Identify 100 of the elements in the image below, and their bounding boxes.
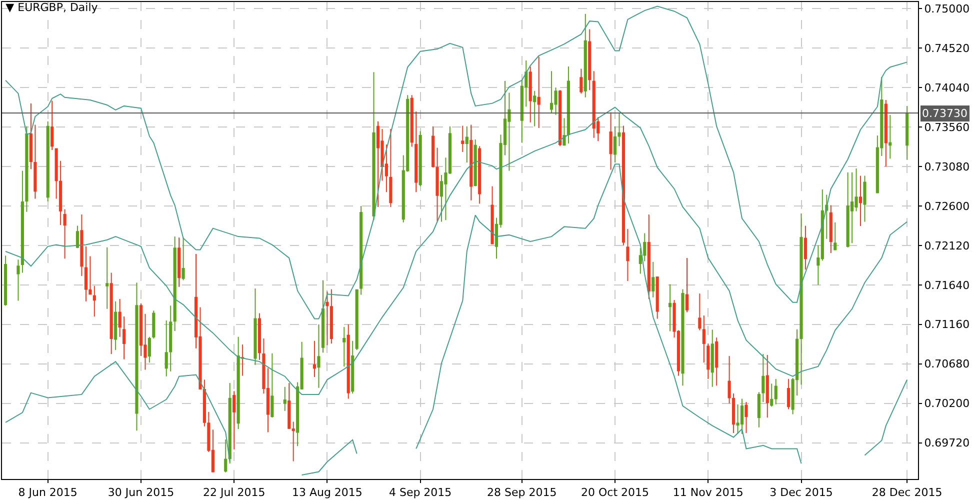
candlestick — [414, 111, 418, 193]
candlestick — [50, 100, 54, 151]
x-tick-label: 8 Jun 2015 — [18, 486, 78, 500]
candlestick — [850, 172, 854, 244]
candlestick — [550, 70, 554, 114]
candlestick — [740, 398, 744, 434]
candlestick — [884, 100, 888, 167]
candlestick — [825, 194, 828, 240]
y-tick-label: 0.70680 — [924, 358, 970, 371]
candlestick — [326, 290, 329, 346]
candlestick — [418, 130, 422, 187]
ref-line-label: 0.73730 — [922, 107, 968, 120]
candlestick — [478, 146, 482, 204]
y-tick-label: 0.74040 — [924, 81, 970, 94]
x-tick-label: 11 Nov 2015 — [672, 486, 744, 500]
candlestick — [846, 172, 850, 248]
candlestick — [228, 382, 232, 464]
candlestick — [618, 112, 621, 147]
candlestick — [232, 390, 236, 450]
chart-title: ▼ EURGBP, Daily — [6, 1, 98, 14]
candlestick — [25, 126, 28, 212]
candlestick — [562, 118, 566, 146]
candlestick — [774, 378, 778, 405]
x-tick-label: 28 Dec 2015 — [872, 486, 942, 500]
candlestick — [656, 276, 659, 320]
candlestick — [787, 378, 790, 410]
candlestick — [360, 205, 363, 296]
candlestick — [888, 114, 892, 160]
candlestick — [436, 147, 439, 222]
candlestick — [834, 222, 837, 250]
candlestick — [558, 90, 562, 147]
candlestick — [355, 288, 358, 351]
candlestick — [270, 352, 274, 418]
candlestick — [106, 246, 109, 310]
candlestick — [372, 72, 376, 221]
candlestick — [685, 257, 689, 313]
y-tick-label: 0.73080 — [924, 160, 970, 174]
candlestick — [474, 139, 477, 187]
candlestick — [622, 125, 626, 246]
candlestick — [80, 214, 84, 277]
y-tick-label: 0.75000 — [924, 2, 970, 16]
candlestick — [533, 90, 536, 127]
candlestick — [118, 298, 122, 338]
candlestick — [389, 128, 392, 208]
candlestick — [528, 66, 532, 123]
candlestick — [20, 170, 24, 274]
candlestick — [668, 284, 672, 332]
candlestick — [110, 272, 113, 354]
x-tick-label: 22 Jul 2015 — [202, 486, 266, 500]
y-tick-label: 0.73560 — [924, 120, 970, 134]
candlestick — [317, 324, 320, 388]
y-tick-label: 0.72600 — [924, 200, 970, 213]
candlestick — [76, 225, 80, 249]
candlestick — [431, 126, 435, 168]
candlestick — [715, 337, 718, 386]
candlestick — [626, 228, 630, 282]
candlestick — [182, 237, 185, 281]
x-tick-label: 20 Oct 2015 — [581, 486, 650, 500]
candlestick — [376, 120, 380, 208]
candlestick — [470, 124, 473, 201]
candlestick — [710, 329, 714, 388]
candlestick — [465, 126, 468, 164]
candlestick — [410, 94, 414, 148]
candlestick — [178, 237, 181, 288]
candlestick — [88, 256, 92, 295]
candlestick — [122, 316, 126, 360]
candlestick — [647, 214, 650, 300]
candlestick — [173, 236, 176, 332]
candlestick — [566, 66, 570, 144]
y-tick-label: 0.69720 — [924, 436, 970, 450]
candlestick — [537, 56, 540, 128]
candlestick — [236, 336, 240, 430]
candlestick — [580, 68, 583, 94]
candlestick — [84, 246, 88, 302]
candlestick — [254, 288, 257, 366]
candlestick — [702, 315, 706, 364]
candlestick — [16, 259, 20, 302]
candlestick — [63, 208, 66, 260]
candlestick — [829, 204, 832, 254]
x-tick-label: 13 Aug 2015 — [292, 486, 362, 500]
candlestick — [169, 305, 172, 372]
x-tick-label: 4 Sep 2015 — [388, 486, 452, 500]
candlestick — [770, 383, 774, 408]
candlestick — [681, 288, 684, 386]
candlestick — [592, 70, 596, 138]
candlestick — [54, 148, 58, 200]
candlestick — [906, 105, 909, 160]
candlestick — [29, 102, 32, 170]
candlestick — [613, 126, 617, 164]
candlestick — [588, 28, 592, 91]
candlestick — [346, 324, 350, 400]
candlestick — [461, 125, 464, 153]
candlestick — [858, 175, 862, 227]
candlestick — [744, 402, 748, 434]
x-tick-label: 30 Jun 2015 — [108, 486, 174, 500]
y-tick-label: 0.70200 — [924, 397, 970, 410]
candlestick — [135, 282, 138, 432]
candlestick — [706, 342, 710, 380]
candlestick — [804, 225, 808, 270]
candlestick — [698, 292, 702, 331]
